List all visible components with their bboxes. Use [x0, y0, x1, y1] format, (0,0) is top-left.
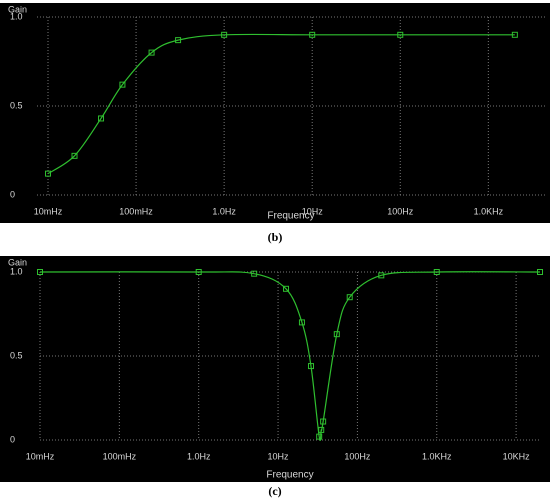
marker: [45, 170, 52, 177]
x-tick-label: 1.0Hz: [187, 451, 211, 461]
marker: [333, 331, 340, 338]
x-axis-title: Frequency: [266, 470, 313, 481]
marker: [397, 31, 404, 38]
marker: [511, 31, 518, 38]
x-axis-title: Frequency: [267, 211, 314, 222]
y-tick-label: 1.0: [10, 11, 23, 21]
marker: [318, 426, 325, 433]
x-tick-label: 1.0KHz: [422, 451, 452, 461]
marker: [71, 152, 78, 159]
marker: [309, 31, 316, 38]
marker: [148, 49, 155, 56]
marker: [378, 272, 385, 279]
marker: [195, 269, 202, 275]
y-axis-title: Gain: [8, 257, 27, 267]
marker: [537, 269, 543, 275]
marker: [307, 363, 314, 370]
marker: [119, 81, 126, 88]
marker: [433, 269, 440, 275]
marker: [221, 31, 228, 38]
x-tick-label: 1.0KHz: [474, 206, 504, 216]
y-tick-label: 1.0: [10, 266, 23, 276]
panel-background: [0, 3, 550, 223]
marker: [298, 319, 305, 326]
x-tick-label: 100Hz: [344, 451, 371, 461]
x-tick-label: 1.0Hz: [212, 206, 236, 216]
marker: [316, 433, 323, 440]
marker: [283, 285, 290, 292]
marker: [98, 115, 105, 122]
x-tick-label: 10mHz: [34, 206, 63, 216]
panel-background: [0, 256, 550, 482]
marker: [175, 37, 182, 44]
caption: (c): [268, 484, 281, 498]
marker: [251, 270, 258, 277]
marker: [346, 294, 353, 301]
marker: [320, 418, 327, 425]
y-tick-label: 0: [10, 434, 15, 444]
y-tick-label: 0: [10, 189, 15, 199]
x-tick-label: 10Hz: [268, 451, 290, 461]
marker: [37, 269, 43, 275]
x-tick-label: 10KHz: [503, 451, 531, 461]
y-tick-label: 0.5: [10, 100, 23, 110]
x-tick-label: 100mHz: [119, 206, 153, 216]
y-tick-label: 0.5: [10, 350, 23, 360]
x-tick-label: 10Hz: [302, 206, 324, 216]
x-tick-label: 100mHz: [103, 451, 137, 461]
caption: (b): [268, 230, 283, 244]
x-tick-label: 100Hz: [387, 206, 414, 216]
x-tick-label: 10mHz: [26, 451, 55, 461]
y-axis-title: Gain: [8, 4, 27, 14]
